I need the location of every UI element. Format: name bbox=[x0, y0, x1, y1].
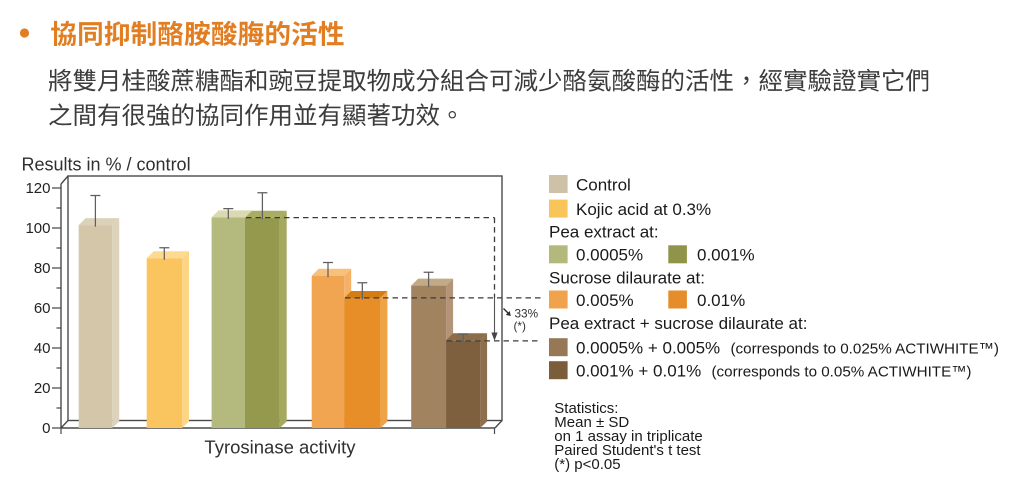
svg-text:Sucrose dilaurate at:: Sucrose dilaurate at: bbox=[549, 269, 705, 288]
svg-text:(*) p<0.05: (*) p<0.05 bbox=[554, 456, 620, 473]
svg-text:(corresponds to 0.025% ACTIWHI: (corresponds to 0.025% ACTIWHITE™) bbox=[731, 341, 999, 358]
svg-text:0.005%: 0.005% bbox=[576, 291, 634, 310]
svg-text:Mean ± SD: Mean ± SD bbox=[554, 414, 629, 431]
svg-text:0.0005%: 0.0005% bbox=[576, 246, 643, 265]
svg-text:0: 0 bbox=[42, 420, 50, 437]
svg-text:Kojic acid at 0.3%: Kojic acid at 0.3% bbox=[576, 200, 711, 219]
svg-text:Tyrosinase activity: Tyrosinase activity bbox=[204, 437, 356, 458]
svg-text:Statistics:: Statistics: bbox=[554, 400, 618, 417]
svg-text:60: 60 bbox=[34, 300, 51, 317]
svg-text:Control: Control bbox=[576, 175, 631, 194]
svg-text:120: 120 bbox=[25, 180, 50, 197]
svg-text:33%: 33% bbox=[515, 306, 539, 320]
svg-text:0.001% + 0.01%: 0.001% + 0.01% bbox=[576, 362, 701, 381]
svg-text:Pea extract at:: Pea extract at: bbox=[549, 223, 659, 242]
svg-text:Paired Student's t test: Paired Student's t test bbox=[554, 442, 701, 459]
svg-text:0.0005% + 0.005%: 0.0005% + 0.005% bbox=[576, 339, 720, 358]
svg-text:Pea extract + sucrose dilaurat: Pea extract + sucrose dilaurate at: bbox=[549, 314, 807, 333]
svg-text:on 1 assay in triplicate: on 1 assay in triplicate bbox=[554, 428, 702, 445]
svg-text:(*): (*) bbox=[514, 319, 527, 333]
svg-text:40: 40 bbox=[34, 340, 51, 357]
svg-text:100: 100 bbox=[25, 220, 50, 237]
svg-text:Results in % / control: Results in % / control bbox=[22, 155, 191, 175]
svg-text:0.01%: 0.01% bbox=[697, 291, 745, 310]
svg-text:80: 80 bbox=[34, 260, 51, 277]
svg-text:(corresponds to 0.05% ACTIWHIT: (corresponds to 0.05% ACTIWHITE™) bbox=[712, 364, 972, 381]
svg-text:20: 20 bbox=[34, 380, 51, 397]
svg-text:0.001%: 0.001% bbox=[697, 246, 755, 265]
